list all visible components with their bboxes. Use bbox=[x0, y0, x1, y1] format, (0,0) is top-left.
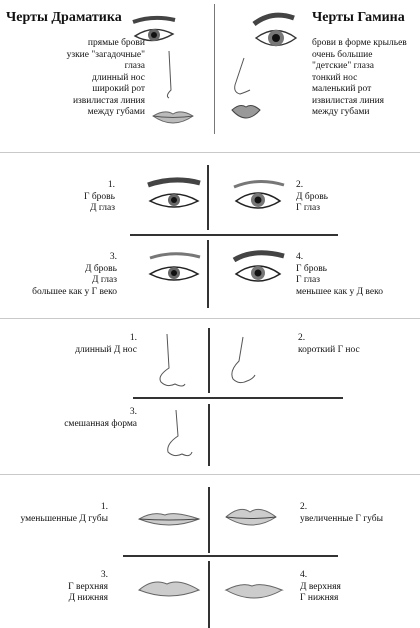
noses-q3-label: 3. смешанная форма bbox=[64, 407, 137, 430]
gamine-trait: очень большие bbox=[312, 49, 373, 60]
dramatic-traits-list: прямые брови узкие "загадочные" глаза дл… bbox=[67, 38, 145, 119]
dramatic-trait: глаза bbox=[124, 61, 145, 71]
dramatic-face-illustration bbox=[132, 15, 194, 124]
noses-grid-vertical-top bbox=[208, 328, 210, 393]
trait-line: короткий Г нос bbox=[298, 344, 360, 355]
eyes-q2-label: 2. Д бровь Г глаз bbox=[296, 180, 328, 215]
gamine-trait: брови в форме крыльев bbox=[312, 38, 407, 48]
lips-grid-vertical-bottom bbox=[208, 561, 210, 628]
lips-q3-icon bbox=[137, 581, 201, 597]
trait-line: увеличенные Г губы bbox=[300, 513, 383, 524]
header-divider bbox=[214, 4, 215, 134]
eyes-grid-vertical-bottom bbox=[207, 240, 209, 308]
eye-q4-icon bbox=[232, 250, 285, 282]
trait-line: Д бровь bbox=[296, 191, 329, 202]
gamine-trait: "детские" глаза bbox=[312, 61, 374, 71]
eyes-q4-label: 4. Г бровь Г глаз меньшее как у Д веко bbox=[296, 252, 383, 298]
quadrant-number: 3. bbox=[129, 407, 137, 417]
dramatic-trait: между губами bbox=[87, 107, 145, 117]
eye-q1-icon bbox=[147, 177, 201, 208]
eyes-q1-label: 1. Г бровь Д глаз bbox=[84, 180, 115, 215]
eye-q3-icon bbox=[148, 252, 201, 281]
lips-grid-horizontal bbox=[123, 555, 338, 557]
nose-short-icon bbox=[231, 336, 256, 384]
lips-q1-label: 1. уменьшенные Д губы bbox=[20, 502, 108, 525]
dramatic-trait: узкие "загадочные" bbox=[66, 49, 145, 60]
nose-icon bbox=[166, 50, 172, 99]
noses-q1-label: 1. длинный Д нос bbox=[75, 333, 137, 356]
trait-line: Д бровь bbox=[84, 263, 117, 274]
noses-grid-vertical-bottom bbox=[208, 404, 210, 466]
gamine-title: Черты Гамина bbox=[312, 10, 405, 25]
eyes-grid-horizontal bbox=[130, 234, 338, 236]
quadrant-number: 4. bbox=[300, 570, 308, 580]
noses-grid-horizontal bbox=[133, 397, 343, 399]
trait-line: Д глаз bbox=[92, 275, 117, 285]
dramatic-title: Черты Драматика bbox=[6, 10, 122, 25]
gamine-trait: тонкий нос bbox=[312, 72, 358, 83]
quadrant-number: 1. bbox=[129, 333, 137, 343]
gamine-traits-list: брови в форме крыльев очень большие "дет… bbox=[312, 38, 407, 119]
trait-line: Г бровь bbox=[296, 263, 328, 274]
lips-q3-label: 3. Г верхняя Д нижняя bbox=[68, 570, 108, 605]
dramatic-trait: длинный нос bbox=[92, 72, 145, 83]
trait-line: большее как у Г веко bbox=[32, 286, 117, 297]
trait-line: смешанная форма bbox=[64, 418, 137, 429]
lips-grid-vertical-top bbox=[208, 487, 210, 553]
nose-icon bbox=[234, 57, 251, 95]
lips-q2-label: 2. увеличенные Г губы bbox=[300, 502, 383, 525]
quadrant-number: 4. bbox=[296, 252, 304, 262]
trait-line: Д нижняя bbox=[68, 593, 108, 603]
nose-long-icon bbox=[159, 333, 186, 387]
eyes-grid-vertical-top bbox=[207, 165, 209, 230]
noses-q2-label: 2. короткий Г нос bbox=[298, 333, 360, 356]
trait-line: уменьшенные Д губы bbox=[20, 513, 108, 524]
eyebrow-icon bbox=[132, 15, 176, 24]
quadrant-number: 2. bbox=[300, 502, 308, 512]
dramatic-trait: широкий рот bbox=[92, 84, 145, 94]
trait-line: Г нижняя bbox=[300, 593, 339, 603]
eye-q2-icon bbox=[233, 180, 285, 209]
lips-q4-label: 4. Д верхняя Г нижняя bbox=[300, 570, 341, 605]
gamine-trait: маленький рот bbox=[312, 84, 372, 94]
trait-line: Д глаз bbox=[90, 203, 115, 213]
trait-line: Г глаз bbox=[296, 203, 320, 213]
nose-mixed-icon bbox=[167, 409, 193, 457]
quadrant-number: 2. bbox=[296, 180, 304, 190]
quadrant-number: 1. bbox=[100, 502, 108, 512]
eyebrow-icon bbox=[252, 12, 295, 27]
quadrant-number: 3. bbox=[109, 252, 117, 262]
gamine-trait: между губами bbox=[312, 107, 370, 117]
lips-q4-icon bbox=[224, 584, 284, 599]
dramatic-trait: извилистая линия bbox=[72, 95, 145, 106]
gamine-face-illustration bbox=[231, 12, 298, 119]
section-divider bbox=[0, 474, 420, 475]
trait-line: Д верхняя bbox=[300, 581, 341, 592]
quadrant-number: 1. bbox=[107, 180, 115, 190]
gamine-trait: извилистая линия bbox=[312, 95, 385, 106]
trait-line: длинный Д нос bbox=[75, 344, 137, 355]
section-divider bbox=[0, 318, 420, 319]
trait-line: Г верхняя bbox=[68, 581, 108, 592]
dramatic-trait: прямые брови bbox=[87, 38, 145, 48]
lips-q2-icon bbox=[225, 508, 277, 526]
lips-icon bbox=[231, 105, 261, 119]
lips-q1-icon bbox=[137, 513, 201, 526]
trait-line: меньшее как у Д веко bbox=[296, 286, 383, 297]
quadrant-number: 3. bbox=[100, 570, 108, 580]
eyes-q3-label: 3. Д бровь Д глаз большее как у Г веко bbox=[32, 252, 117, 298]
quadrant-number: 2. bbox=[298, 333, 306, 343]
section-divider bbox=[0, 152, 420, 153]
trait-line: Г глаз bbox=[296, 275, 320, 285]
trait-line: Г бровь bbox=[83, 191, 115, 202]
